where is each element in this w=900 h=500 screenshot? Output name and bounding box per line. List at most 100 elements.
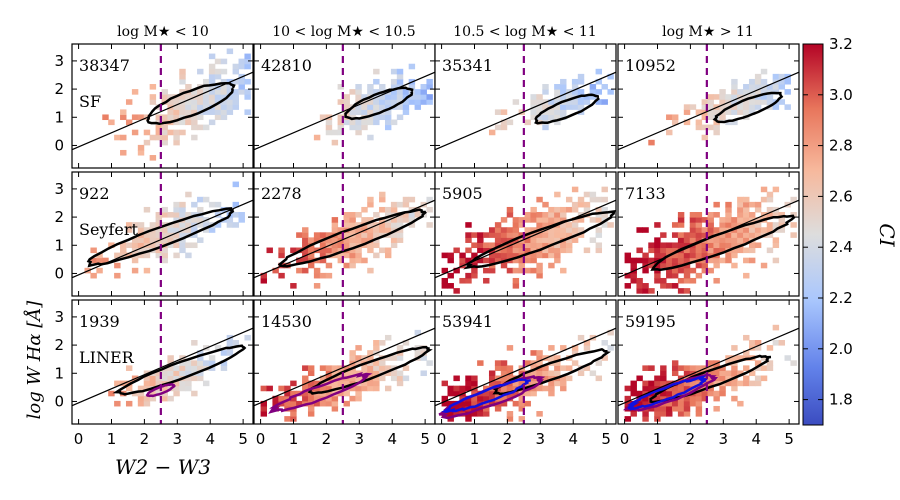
x-tick-label: 5 [601, 430, 611, 448]
class-contour [112, 344, 247, 398]
count-label: 922 [79, 184, 110, 203]
colorbar-tick-label: 2.6 [829, 187, 853, 205]
column-title-4: log M★ > 11 [662, 24, 754, 40]
count-label: 53941 [442, 312, 493, 331]
reference-line [254, 71, 435, 151]
count-label: 1939 [79, 312, 120, 331]
colorbar: 1.8 2.0 2.2 2.4 2.6 2.8 3.0 3.2 CI [802, 35, 899, 426]
class-label-seyfert: Seyfert [79, 220, 139, 239]
panel-frame [434, 299, 617, 425]
x-tick-label: 2 [322, 430, 332, 448]
reference-line [72, 199, 253, 279]
panel-r3-c2: 0 1 2 3 4 5 14530 [253, 299, 436, 448]
panel-ticks [72, 300, 253, 424]
x-tick-label: 2 [686, 430, 696, 448]
reference-line [254, 199, 435, 279]
count-label: 42810 [261, 56, 312, 75]
class-contour [277, 208, 427, 268]
panel-r2-c1: 0 1 2 3 922 Seyfert [54, 171, 254, 297]
class-contour [463, 210, 616, 270]
colorbar-label: CI [875, 223, 899, 247]
y-tick-label: 1 [54, 236, 64, 254]
reference-line [618, 327, 799, 407]
column-title-1: log M★ < 10 [117, 24, 209, 40]
reference-line [618, 71, 799, 151]
panel-r1-c1: 0 1 2 3 38347 SF [54, 43, 254, 169]
x-tick-label: 3 [719, 430, 729, 448]
panel-ticks [254, 172, 435, 296]
x-tick-label: 0 [74, 430, 84, 448]
x-tick-label: 5 [784, 430, 794, 448]
panel-r1-c4: 10952 [617, 43, 800, 169]
y-axis-label: log W Hα [Å] [23, 300, 45, 420]
x-tick-label: 1 [653, 430, 663, 448]
count-label: 7133 [625, 184, 666, 203]
x-tick-label: 2 [503, 430, 513, 448]
x-tick-label: 4 [387, 430, 397, 448]
colorbar-gradient [802, 43, 824, 426]
panel-frame [434, 43, 617, 169]
panel-r1-c2: 42810 [253, 43, 436, 169]
colorbar-tick-label: 2.4 [829, 238, 853, 256]
count-label: 14530 [261, 312, 312, 331]
x-tick-label: 4 [568, 430, 578, 448]
colorbar-tick-label: 2.8 [829, 137, 853, 155]
y-tick-label: 1 [54, 108, 64, 126]
reference-line [435, 71, 616, 151]
reference-line [72, 327, 253, 407]
colorbar-tick-label: 3.0 [829, 86, 853, 104]
panel-frame [71, 43, 254, 169]
column-title-3: 10.5 < log M★ < 11 [453, 24, 596, 40]
class-label-sf: SF [79, 92, 101, 111]
x-tick-label: 1 [107, 430, 117, 448]
panel-ticks [435, 172, 616, 296]
y-tick-label: 3 [54, 180, 64, 198]
panel-frame [617, 43, 800, 169]
class-contour [438, 347, 611, 420]
panel-frame [71, 299, 254, 425]
x-tick-label: 5 [420, 430, 430, 448]
count-label: 59195 [625, 312, 676, 331]
x-tick-label: 0 [437, 430, 447, 448]
column-title-2: 10 < log M★ < 10.5 [272, 24, 415, 40]
panel-frame [71, 171, 254, 297]
panel-ticks [435, 44, 616, 168]
count-label: 35341 [442, 56, 493, 75]
panel-ticks [618, 44, 799, 168]
reference-line [435, 199, 616, 279]
reference-line [618, 199, 799, 279]
class-contour [622, 354, 772, 412]
y-tick-label: 0 [54, 136, 64, 154]
panel-r3-c4: 0 1 2 3 4 5 59195 [617, 299, 800, 448]
y-tick-label: 0 [54, 264, 64, 282]
colorbar-tick-label: 2.0 [829, 340, 853, 358]
x-tick-label: 4 [205, 430, 215, 448]
panel-ticks [72, 44, 253, 168]
panel-frame [617, 171, 800, 297]
reference-line [435, 327, 616, 407]
count-label: 2278 [261, 184, 302, 203]
panel-r3-c3: 0 1 2 3 4 5 53941 [434, 299, 617, 448]
panel-ticks [254, 300, 435, 424]
x-axis-label: W2 − W3 [115, 455, 211, 479]
x-tick-label: 3 [355, 430, 365, 448]
panel-r1-c3: 35341 [434, 43, 617, 169]
panel-r3-c1: 0 1 2 3 0 1 2 3 4 5 1939 LINER [54, 299, 254, 448]
x-tick-label: 0 [620, 430, 630, 448]
panel-r2-c2: 2278 [253, 171, 436, 297]
panel-ticks [618, 300, 799, 424]
column-titles: log M★ < 10 10 < log M★ < 10.5 10.5 < lo… [117, 24, 754, 40]
panel-grid: 0 1 2 3 38347 SF 42810 35341 10952 0 1 2 3 922 Seyfert… [54, 43, 800, 448]
x-tick-label: 0 [256, 430, 266, 448]
count-label: 10952 [625, 56, 676, 75]
class-contour [712, 91, 784, 124]
class-contour [534, 93, 600, 125]
y-tick-label: 2 [54, 208, 64, 226]
panel-ticks [618, 172, 799, 296]
y-tick-label: 1 [54, 364, 64, 382]
x-tick-label: 1 [470, 430, 480, 448]
count-label: 38347 [79, 56, 130, 75]
y-tick-label: 2 [54, 336, 64, 354]
class-contour [146, 81, 236, 125]
